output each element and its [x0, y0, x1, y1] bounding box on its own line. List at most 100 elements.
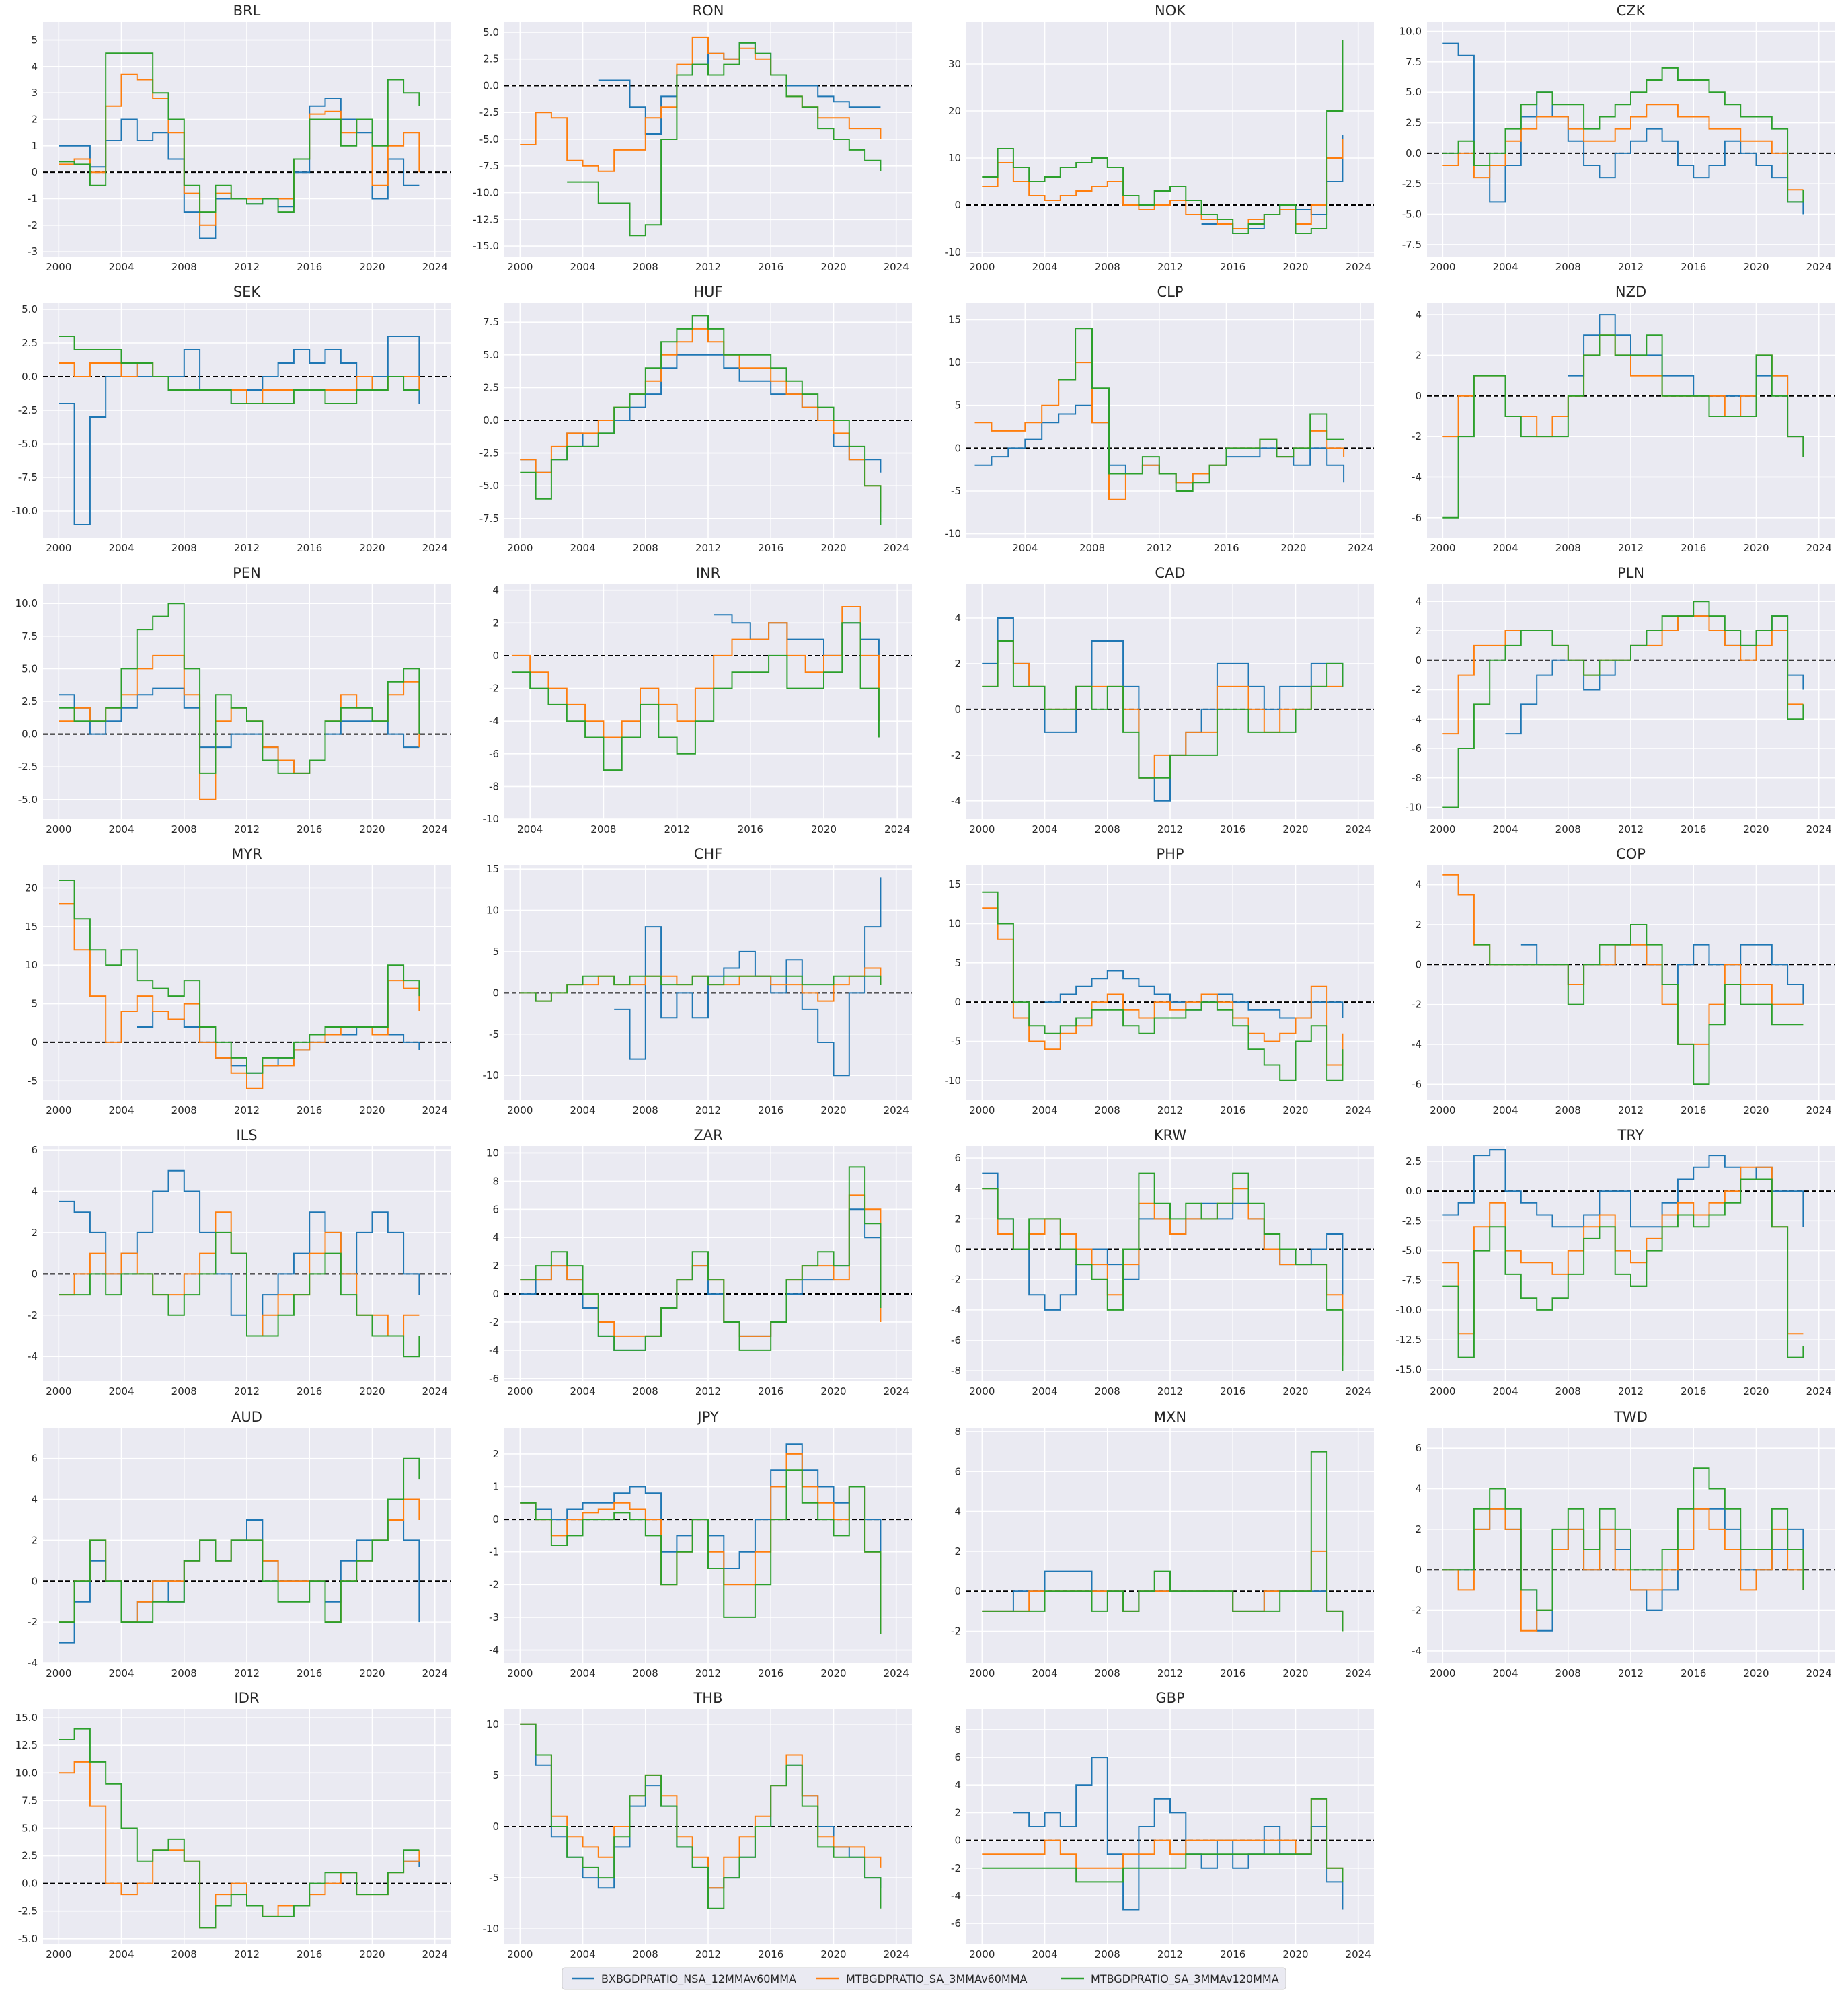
panel-title: JPY — [696, 1409, 718, 1425]
y-tick-label: -7.5 — [18, 471, 38, 484]
x-tick-label: 2012 — [1618, 1667, 1644, 1679]
panel-myr: 2000 2004 2008 2012 2016 2020 2024 -5 0 5 10 15 20 MY… — [25, 846, 451, 1116]
panel-title: SEK — [233, 284, 262, 300]
panel-sek: 2000 2004 2008 2012 2016 2020 2024 -10.0 -7.5 -5.… — [11, 284, 451, 554]
series-line-mtbgdpratio_sa_3mmav120mma — [567, 42, 882, 237]
x-tick-label: 2012 — [1157, 1948, 1183, 1960]
y-tick-label: -1 — [489, 1546, 499, 1558]
y-tick-label: 6 — [954, 1465, 961, 1477]
y-tick-label: -6 — [951, 1334, 961, 1346]
x-tick-label: 2000 — [46, 1385, 71, 1397]
y-tick-label: 4 — [954, 612, 961, 624]
x-tick-label: 2016 — [1220, 261, 1245, 273]
x-tick-label: 2016 — [758, 1667, 783, 1679]
y-tick-label: 0.0 — [22, 371, 38, 383]
series-line-mtbgdpratio_sa_3mmav120mma — [1442, 334, 1804, 519]
y-tick-label: 0.0 — [483, 79, 499, 91]
y-tick-label: -2 — [951, 1274, 961, 1286]
y-tick-label: 0 — [1415, 654, 1422, 666]
y-tick-label: 4 — [954, 1779, 961, 1791]
y-tick-label: 0 — [954, 1585, 961, 1597]
y-tick-label: 4 — [31, 61, 38, 73]
x-tick-label: 2012 — [695, 1385, 721, 1397]
x-tick-label: 2016 — [738, 823, 763, 835]
x-tick-label: 2016 — [1213, 542, 1239, 554]
y-tick-label: -10 — [483, 813, 500, 825]
y-tick-label: -2 — [1412, 1605, 1422, 1617]
x-tick-label: 2024 — [422, 1667, 448, 1679]
y-tick-label: -2.5 — [18, 761, 38, 773]
panel-chf: 2000 2004 2008 2012 2016 2020 2024 -10 -5 0 5 10 15 C… — [483, 846, 912, 1116]
panel-title: CAD — [1155, 565, 1185, 581]
x-tick-label: 2008 — [171, 823, 197, 835]
y-tick-label: 5 — [492, 946, 499, 958]
x-tick-label: 2012 — [234, 542, 260, 554]
x-tick-label: 2000 — [969, 1104, 995, 1116]
y-tick-label: 0 — [1415, 1564, 1422, 1576]
x-tick-label: 2008 — [1555, 1104, 1581, 1116]
x-tick-label: 2008 — [1079, 542, 1105, 554]
x-tick-label: 2008 — [171, 261, 197, 273]
y-tick-label: 0 — [1415, 958, 1422, 970]
y-tick-label: 10 — [948, 152, 961, 164]
panel-title: THB — [693, 1690, 722, 1706]
x-tick-label: 2008 — [1555, 261, 1581, 273]
x-tick-label: 2024 — [422, 1385, 448, 1397]
y-tick-label: -2 — [951, 1625, 961, 1638]
x-tick-label: 2008 — [1555, 542, 1581, 554]
y-tick-label: -2 — [951, 1862, 961, 1874]
series-line-mtbgdpratio_sa_3mmav120mma — [1058, 328, 1344, 492]
x-tick-label: 2008 — [633, 1667, 658, 1679]
y-tick-label: 0 — [1415, 390, 1422, 402]
y-tick-label: 2 — [954, 1545, 961, 1558]
y-tick-label: -5.0 — [18, 438, 38, 450]
series-line-mtbgdpratio_sa_3mmav120mma — [982, 891, 1344, 1081]
x-tick-label: 2008 — [1095, 1104, 1120, 1116]
x-tick-label: 2016 — [1220, 1948, 1245, 1960]
y-tick-label: 15 — [486, 863, 499, 875]
x-tick-label: 2020 — [1282, 1104, 1308, 1116]
y-tick-label: -7.5 — [479, 512, 499, 525]
y-tick-label: -5 — [489, 1028, 499, 1040]
x-tick-label: 2020 — [820, 1948, 846, 1960]
x-tick-label: 2024 — [1806, 823, 1832, 835]
y-tick-label: -12.5 — [1395, 1334, 1422, 1346]
y-tick-label: 6 — [492, 1203, 499, 1215]
x-tick-label: 2016 — [1220, 1667, 1245, 1679]
x-tick-label: 2016 — [1220, 1104, 1245, 1116]
y-tick-label: 0 — [492, 1513, 499, 1525]
panel-title: RON — [693, 3, 724, 19]
x-tick-label: 2008 — [171, 1948, 197, 1960]
x-tick-label: 2004 — [108, 1104, 134, 1116]
series-line-mtbgdpratio_sa_3mmav120mma — [59, 52, 420, 213]
series-line-mtbgdpratio_sa_3mmav120mma — [59, 603, 420, 774]
panel-title: PEN — [233, 565, 261, 581]
x-tick-label: 2004 — [570, 1385, 595, 1397]
x-tick-label: 2008 — [171, 1104, 197, 1116]
y-tick-label: -1 — [28, 192, 38, 204]
panel-title: PHP — [1156, 846, 1184, 862]
y-tick-label: 2 — [492, 1260, 499, 1272]
y-tick-label: -2 — [28, 1616, 38, 1628]
y-tick-label: 4 — [492, 584, 499, 597]
x-tick-label: 2016 — [1681, 1667, 1706, 1679]
x-tick-label: 2004 — [1032, 261, 1057, 273]
panel-twd: 2000 2004 2008 2012 2016 2020 2024 -4 -2 0 2 4 6 TWD — [1412, 1409, 1835, 1679]
y-tick-label: 2 — [492, 1448, 499, 1460]
y-tick-label: -4 — [951, 1304, 961, 1316]
y-tick-label: -6 — [1412, 742, 1422, 755]
y-tick-label: 2 — [31, 114, 38, 126]
y-tick-label: 15 — [25, 921, 38, 933]
panel-title: TWD — [1613, 1409, 1648, 1425]
y-tick-label: 0 — [492, 650, 499, 662]
x-tick-label: 2016 — [758, 542, 783, 554]
y-tick-label: 2.5 — [483, 53, 499, 65]
y-tick-label: -5.0 — [479, 133, 499, 145]
y-tick-label: -2 — [1412, 684, 1422, 696]
x-tick-label: 2024 — [422, 1948, 448, 1960]
x-tick-label: 2012 — [234, 1667, 260, 1679]
y-tick-label: -2 — [1412, 430, 1422, 443]
y-tick-label: 0.0 — [22, 1878, 38, 1890]
panel-brl: 2000 2004 2008 2012 2016 2020 2024 -3 -2 -1 0 1 2 3 4 5… — [28, 3, 451, 273]
y-tick-label: 7.5 — [1406, 56, 1422, 68]
